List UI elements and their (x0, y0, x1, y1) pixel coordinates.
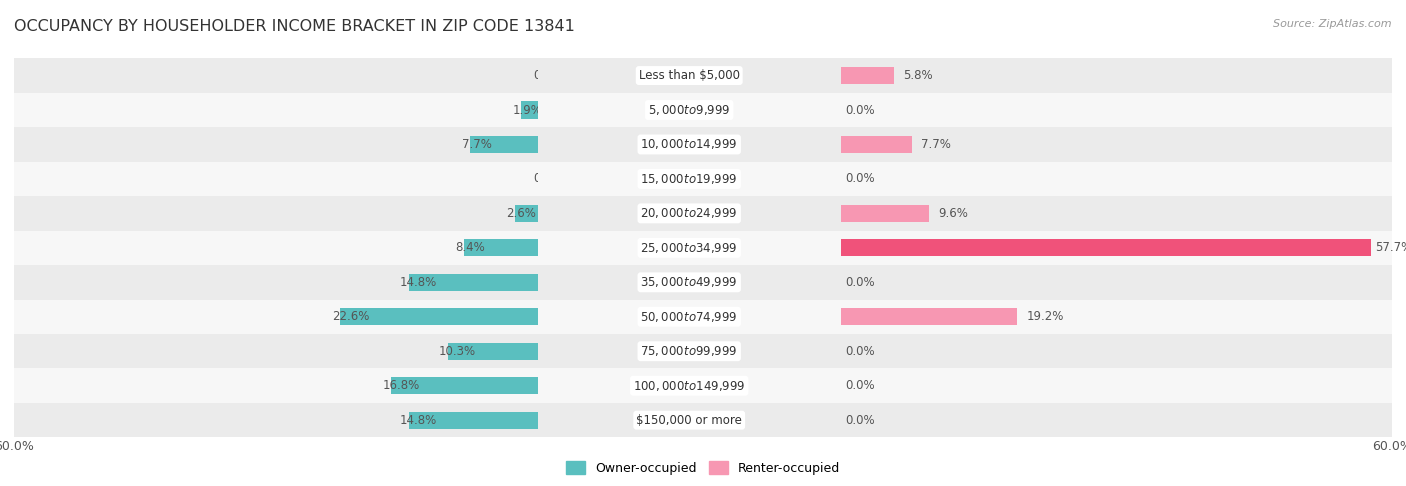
Bar (0, 93, 1406, 127)
Text: 5.8%: 5.8% (903, 69, 932, 82)
Text: 19.2%: 19.2% (1026, 310, 1064, 323)
Bar (0, 93, 1406, 127)
Bar (471, 136, 537, 153)
Bar (0, 265, 1406, 299)
Bar (0, 58, 1406, 93)
Text: OCCUPANCY BY HOUSEHOLDER INCOME BRACKET IN ZIP CODE 13841: OCCUPANCY BY HOUSEHOLDER INCOME BRACKET … (14, 19, 575, 35)
Text: Source: ZipAtlas.com: Source: ZipAtlas.com (1274, 19, 1392, 30)
Text: $75,000 to $99,999: $75,000 to $99,999 (641, 344, 738, 358)
Bar (464, 239, 537, 257)
Text: 16.8%: 16.8% (382, 379, 419, 392)
Text: $50,000 to $74,999: $50,000 to $74,999 (641, 310, 738, 324)
Text: 8.4%: 8.4% (456, 242, 485, 254)
Bar (0, 162, 1406, 196)
Text: $10,000 to $14,999: $10,000 to $14,999 (641, 138, 738, 152)
Text: 7.7%: 7.7% (461, 138, 492, 151)
Bar (522, 102, 537, 119)
Legend: Owner-occupied, Renter-occupied: Owner-occupied, Renter-occupied (561, 456, 845, 480)
Text: $25,000 to $34,999: $25,000 to $34,999 (641, 241, 738, 255)
Bar (0, 162, 1406, 196)
Bar (0, 299, 1406, 334)
Bar (340, 308, 537, 326)
Text: 14.8%: 14.8% (399, 414, 437, 427)
Bar (0, 299, 1406, 334)
Bar (0, 368, 1406, 403)
Bar (0, 368, 1406, 403)
Bar (0, 299, 1406, 334)
Bar (0, 265, 1406, 299)
Bar (0, 93, 1406, 127)
Bar (0, 334, 1406, 368)
Text: 0.0%: 0.0% (845, 414, 875, 427)
Text: $100,000 to $149,999: $100,000 to $149,999 (633, 379, 745, 393)
Text: 2.6%: 2.6% (506, 207, 536, 220)
Text: 1.9%: 1.9% (512, 104, 543, 117)
Bar (841, 239, 1371, 257)
Text: 0.0%: 0.0% (845, 379, 875, 392)
Bar (0, 231, 1406, 265)
Text: 0.0%: 0.0% (845, 173, 875, 186)
Bar (841, 67, 894, 84)
Text: 22.6%: 22.6% (332, 310, 370, 323)
Text: $150,000 or more: $150,000 or more (637, 414, 742, 427)
Text: $20,000 to $24,999: $20,000 to $24,999 (641, 207, 738, 220)
Bar (0, 127, 1406, 162)
Text: Less than $5,000: Less than $5,000 (638, 69, 740, 82)
Bar (409, 412, 537, 429)
Bar (0, 403, 1406, 437)
Bar (0, 334, 1406, 368)
Bar (0, 231, 1406, 265)
Bar (0, 196, 1406, 231)
Bar (447, 343, 537, 360)
Bar (0, 162, 1406, 196)
Bar (0, 368, 1406, 403)
Bar (0, 58, 1406, 93)
Bar (515, 205, 537, 222)
Text: 0.0%: 0.0% (533, 69, 562, 82)
Text: 7.7%: 7.7% (921, 138, 950, 151)
Bar (0, 196, 1406, 231)
Text: 57.7%: 57.7% (1375, 242, 1406, 254)
Bar (391, 377, 537, 394)
Text: 14.8%: 14.8% (399, 276, 437, 289)
Bar (0, 196, 1406, 231)
Bar (0, 58, 1406, 93)
Bar (0, 127, 1406, 162)
Bar (0, 265, 1406, 299)
Text: 0.0%: 0.0% (845, 104, 875, 117)
Text: $5,000 to $9,999: $5,000 to $9,999 (648, 103, 731, 117)
Bar (0, 334, 1406, 368)
Text: 0.0%: 0.0% (533, 173, 562, 186)
Bar (0, 403, 1406, 437)
Text: $15,000 to $19,999: $15,000 to $19,999 (641, 172, 738, 186)
Text: 0.0%: 0.0% (845, 276, 875, 289)
Bar (841, 136, 911, 153)
Bar (0, 403, 1406, 437)
Text: 0.0%: 0.0% (845, 345, 875, 358)
Bar (409, 274, 537, 291)
Text: 9.6%: 9.6% (938, 207, 969, 220)
Bar (0, 127, 1406, 162)
Bar (0, 231, 1406, 265)
Bar (841, 205, 929, 222)
Text: $35,000 to $49,999: $35,000 to $49,999 (641, 276, 738, 289)
Bar (841, 308, 1017, 326)
Text: 10.3%: 10.3% (439, 345, 477, 358)
